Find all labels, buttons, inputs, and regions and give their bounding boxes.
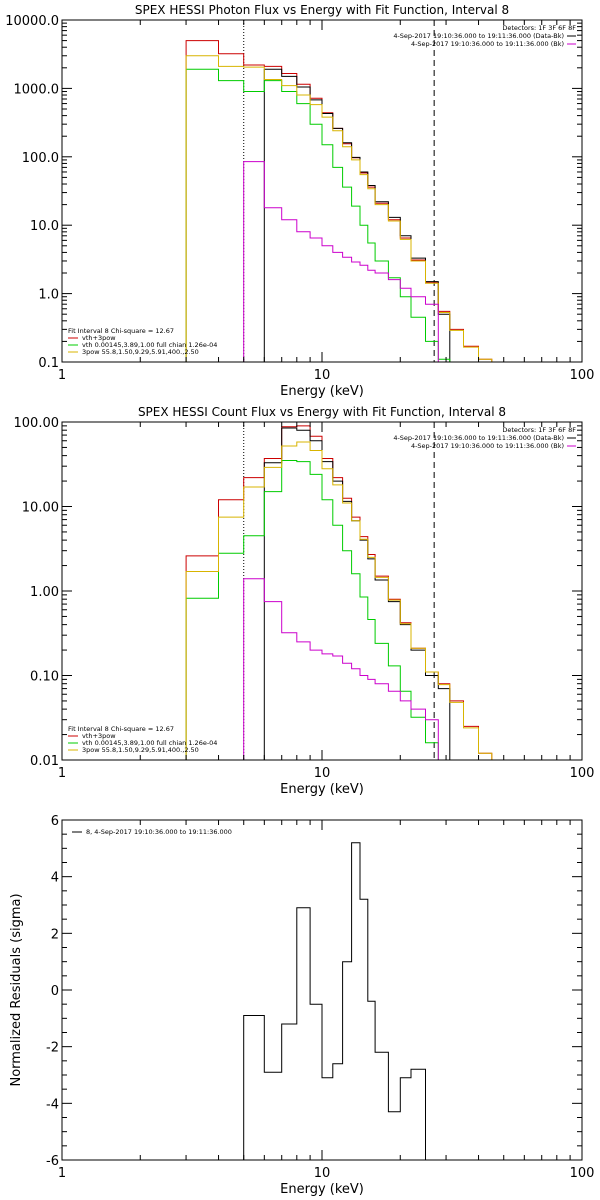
x-axis-label: Energy (keV) [280,384,364,399]
y-tick-label: 1000.0 [14,82,60,97]
x-tick-label: 1 [58,1166,66,1181]
chart-panel-1: SPEX HESSI Photon Flux vs Energy with Fi… [5,3,594,399]
series-line-vth-3pow [185,425,493,760]
plot-frame [61,421,583,761]
plot-frame [61,819,583,1161]
series-line-vth-3pow [185,40,493,362]
legend-entry: vth 0.00145,3.89,1.00 full chian 1.26e-0… [82,739,217,747]
y-tick-label: 1.00 [30,585,59,600]
y-tick-label: 100.0 [22,151,59,166]
y-axis-label: Normalized Residuals (sigma) [9,893,24,1086]
header-data-bk-label: 4-Sep-2017 19:10:36.000 to 19:11:36.000 … [393,32,564,40]
legend-entry: vth+3pow [82,334,116,342]
legend-entry: 8, 4-Sep-2017 19:10:36.000 to 19:11:36.0… [86,828,232,836]
x-tick-label: 10 [314,766,331,781]
y-tick-label: 10.0 [30,219,59,234]
y-tick-label: 10.00 [22,501,59,516]
plot-frame [61,19,583,363]
y-tick-label: -6 [46,1154,59,1169]
series-group [243,842,439,1160]
header-data-bk-label: 4-Sep-2017 19:10:36.000 to 19:11:36.000 … [393,434,564,442]
chart-panel-2: SPEX HESSI Count Flux vs Energy with Fit… [14,405,595,797]
header-bk-label: 4-Sep-2017 19:10:36.000 to 19:11:36.000 … [411,40,564,48]
detectors-label: Detectors: 1F 3F 6F 8F [502,426,576,434]
y-tick-label: 0.01 [30,754,59,769]
detectors-label: Detectors: 1F 3F 6F 8F [502,24,576,32]
legend-entry: 3pow 55.8,1.50,9.29,5.91,400.,2.50 [82,348,199,356]
legend-title: Fit Interval 8 Chi-square = 12.67 [68,725,174,733]
x-tick-label: 100 [570,1166,595,1181]
x-axis-label: Energy (keV) [280,782,364,797]
x-tick-label: 10 [314,1166,331,1181]
x-tick-label: 1 [58,368,66,383]
y-tick-label: 0 [51,984,59,999]
x-axis-label: Energy (keV) [280,1182,364,1197]
series-line-data-bk [263,68,451,362]
y-tick-label: 100.00 [14,416,60,431]
series-line-3pow [185,55,493,362]
series-line-bk [243,161,439,362]
series-line-8-4-sep-2017-19-10-36-000-to-19-11-36-000 [243,842,439,1160]
chart-panel-3: 1 10 100 Energy (keV) -6 -4 -2 0 2 4 6 Normalized R… [9,814,594,1197]
y-tick-label: 6 [51,814,59,829]
legend-entry: vth+3pow [82,732,116,740]
y-tick-label: -2 [46,1041,59,1056]
y-tick-label: 4 [51,871,59,886]
chart-title: SPEX HESSI Photon Flux vs Energy with Fi… [135,3,509,17]
series-line-vth [185,68,451,362]
header-bk-label: 4-Sep-2017 19:10:36.000 to 19:11:36.000 … [411,442,564,450]
y-tick-label: 0.10 [30,670,59,685]
y-tick-label: -4 [46,1097,59,1112]
legend-entry: vth 0.00145,3.89,1.00 full chian 1.26e-0… [82,341,217,349]
series-line-bk [243,578,439,760]
series-group [185,425,493,760]
y-tick-label: 0.1 [38,356,59,371]
series-line-vth [185,460,464,760]
x-tick-label: 100 [570,368,595,383]
y-tick-label: 2 [51,927,59,942]
series-line-data-bk [263,427,451,760]
y-tick-label: 1.0 [38,288,59,303]
x-tick-label: 1 [58,766,66,781]
series-line-3pow [185,441,493,760]
x-tick-label: 100 [570,766,595,781]
series-group [185,40,493,362]
y-tick-label: 10000.0 [5,14,59,29]
chart-title: SPEX HESSI Count Flux vs Energy with Fit… [138,405,506,419]
legend-title: Fit Interval 8 Chi-square = 12.67 [68,327,174,335]
x-tick-label: 10 [314,368,331,383]
legend-entry: 3pow 55.8,1.50,9.29,5.91,400.,2.50 [82,746,199,754]
